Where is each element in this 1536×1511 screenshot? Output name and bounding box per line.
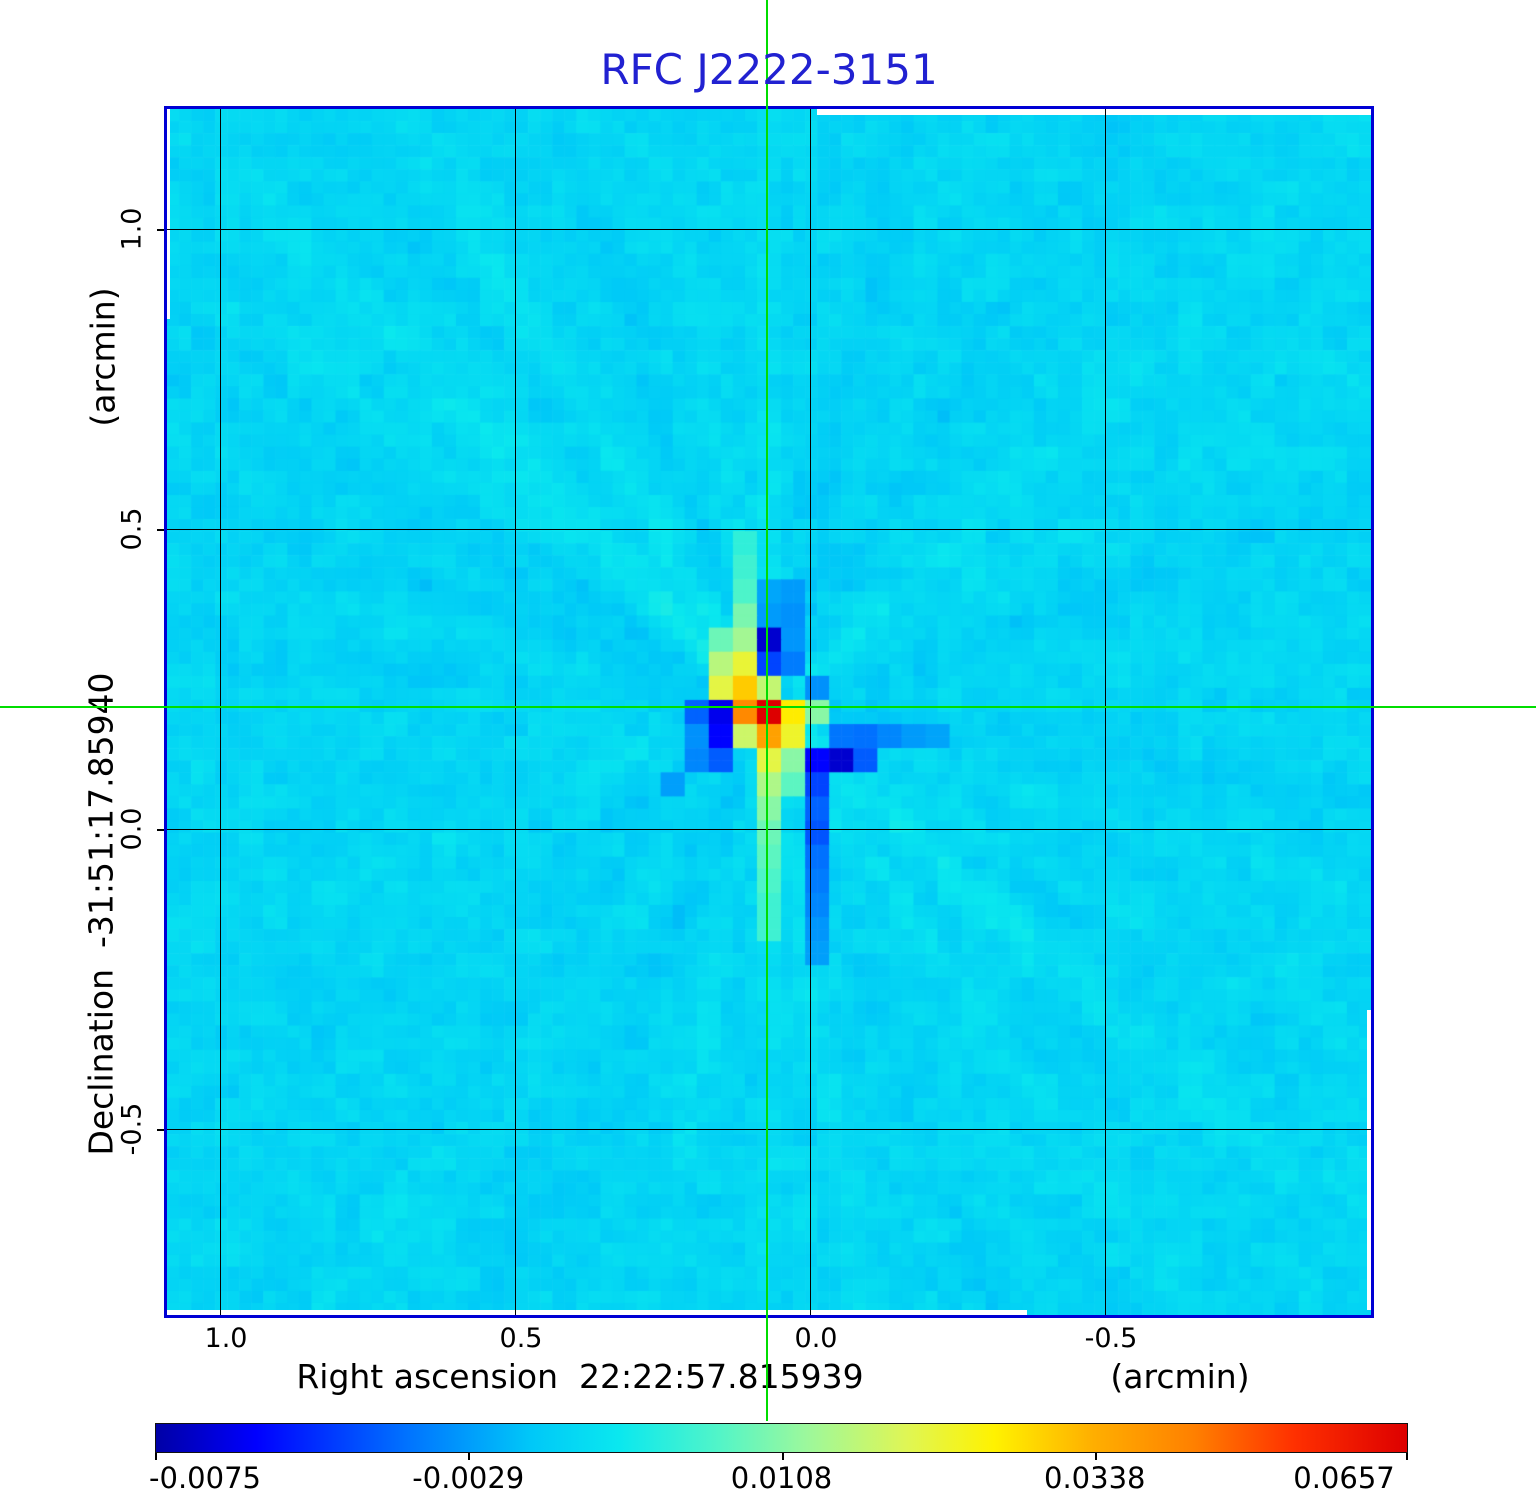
crosshair-horizontal-line [0, 706, 1536, 708]
colorbar-tick-mark [1094, 1453, 1097, 1460]
grid-line-horizontal [167, 829, 1371, 830]
x-tick-label: 0.0 [794, 1323, 838, 1354]
y-axis-tick-mark [157, 529, 164, 531]
grid-line-horizontal [167, 1129, 1371, 1130]
y-tick-label: 1.0 [116, 207, 148, 251]
plot-frame [164, 106, 1374, 1318]
y-axis-tick-mark [157, 229, 164, 231]
grid-line-vertical [515, 109, 516, 1315]
colorbar-tick-mark [468, 1453, 471, 1460]
x-tick-label: 0.5 [499, 1323, 543, 1354]
colorbar-tick-label: 0.0657 [1293, 1461, 1395, 1495]
figure-title: RFC J2222-3151 [600, 45, 938, 94]
x-axis-unit-label: (arcmin) [1110, 1357, 1250, 1396]
y-tick-label: 0.5 [116, 507, 148, 551]
map-edge-gap-left [167, 109, 170, 319]
colorbar-tick-mark [155, 1453, 157, 1460]
colorbar-tick-mark [1406, 1453, 1408, 1460]
grid-line-horizontal [167, 529, 1371, 530]
y-tick-label: -0.5 [116, 1102, 148, 1156]
x-tick-label: 1.0 [204, 1323, 248, 1354]
grid-line-vertical [810, 109, 811, 1315]
map-edge-gap-bottom [167, 1310, 1027, 1315]
grid-line-horizontal [167, 229, 1371, 230]
y-axis-tick-mark [157, 1129, 164, 1131]
heatmap-canvas [167, 109, 1371, 1315]
y-axis-unit-label: (arcmin) [83, 287, 123, 427]
colorbar [155, 1423, 1408, 1453]
colorbar-tick-label: -0.0075 [149, 1461, 261, 1495]
map-edge-gap-right [1367, 1010, 1371, 1310]
map-edge-gap-top [817, 109, 1371, 115]
grid-line-vertical [1105, 109, 1106, 1315]
y-axis-tick-mark [157, 829, 164, 831]
x-axis-label: Right ascension 22:22:57.815939 [296, 1357, 864, 1396]
colorbar-tick-label: -0.0029 [412, 1461, 525, 1495]
y-axis-label: Declination -31:51:17.85940 [81, 672, 121, 1156]
colorbar-tick-mark [781, 1453, 784, 1460]
y-tick-label: 0.0 [116, 807, 148, 851]
grid-line-vertical [220, 109, 221, 1315]
crosshair-vertical-line [766, 0, 768, 1421]
x-tick-label: -0.5 [1084, 1323, 1138, 1354]
colorbar-tick-label: 0.0108 [730, 1461, 833, 1495]
colorbar-tick-label: 0.0338 [1044, 1461, 1146, 1495]
